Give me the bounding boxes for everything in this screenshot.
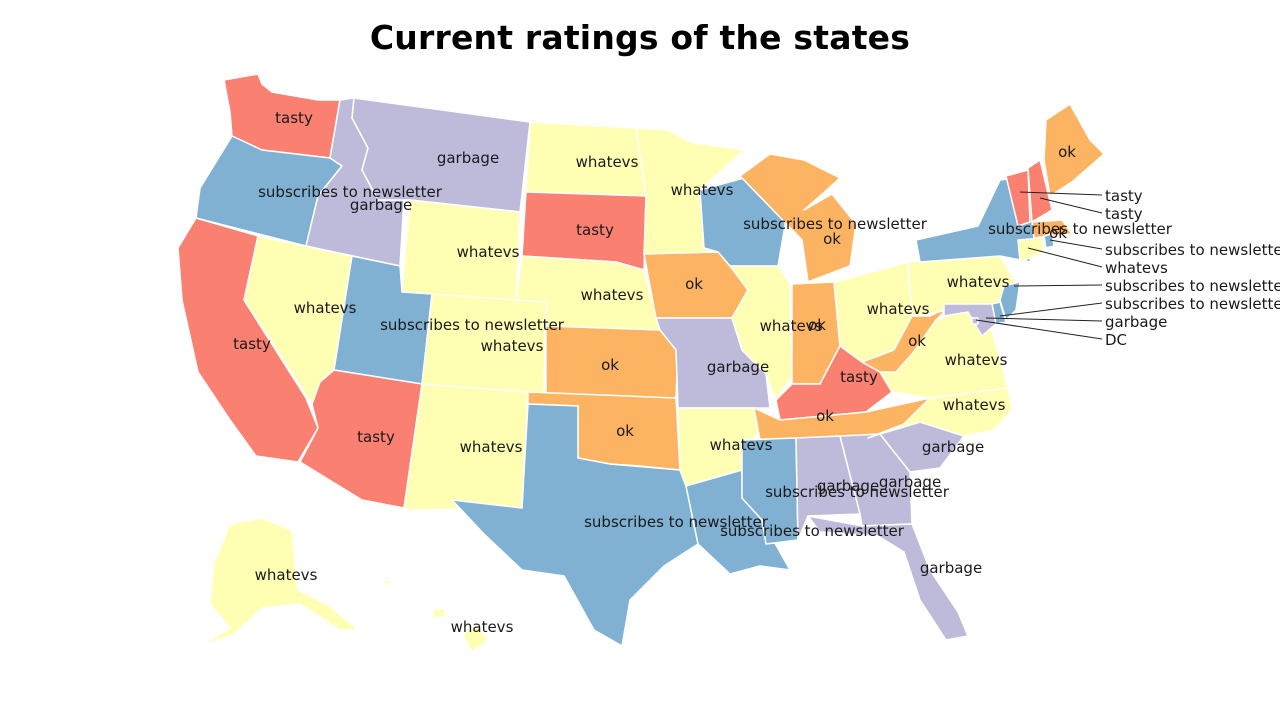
label-OH: whatevs (867, 300, 930, 318)
label-OK: ok (616, 422, 634, 440)
state-MI (739, 153, 857, 283)
map-title: Current ratings of the states (369, 18, 911, 57)
label-WI: subscribes to newsletter (743, 215, 928, 233)
state-NH (1027, 159, 1053, 223)
label-PA: whatevs (947, 273, 1010, 291)
state-HI (383, 579, 489, 653)
label-WV: ok (908, 332, 926, 350)
callout-labels: tasty tasty subscribes to newsletter wha… (1105, 187, 1280, 349)
state-AK (197, 517, 359, 649)
label-NV: whatevs (294, 299, 357, 317)
callout-NJ: subscribes to newsletter (1105, 277, 1280, 295)
state-NC (867, 387, 1013, 439)
label-NE: whatevs (581, 286, 644, 304)
label-WA: tasty (275, 109, 313, 127)
label-UT: subscribes to newsletter (380, 316, 565, 334)
state-labels-layer: tasty subscribes to newsletter tasty gar… (233, 109, 1173, 636)
label-MA: ok (1049, 224, 1067, 242)
label-GA: garbage (879, 473, 941, 491)
state-DC (971, 317, 979, 325)
callout-DC: DC (1105, 331, 1127, 349)
label-MI: ok (823, 230, 841, 248)
label-CA: tasty (233, 335, 271, 353)
label-FL: garbage (920, 559, 982, 577)
label-SD: tasty (576, 221, 614, 239)
label-MS: subscribes to newsletter (765, 483, 950, 501)
callout-CT: whatevs (1105, 259, 1168, 277)
state-WV (861, 305, 951, 373)
state-MD (943, 303, 997, 337)
label-ID: garbage (350, 196, 412, 214)
label-VA: whatevs (945, 351, 1008, 369)
label-AZ: tasty (357, 428, 395, 446)
state-AL (795, 435, 861, 541)
state-MT (351, 97, 531, 213)
callout-leader-lines (975, 191, 1103, 340)
state-ME (1043, 103, 1105, 197)
label-KS: ok (601, 356, 619, 374)
label-NM: whatevs (460, 438, 523, 456)
label-AR: whatevs (710, 436, 773, 454)
label-TN: ok (816, 407, 834, 425)
label-OR: subscribes to newsletter (258, 183, 443, 201)
label-NY: subscribes to newsletter (988, 220, 1173, 238)
state-VT (1005, 169, 1031, 227)
label-WY: whatevs (457, 243, 520, 261)
label-IA: ok (685, 275, 703, 293)
label-ND: whatevs (576, 153, 639, 171)
callout-MD: garbage (1105, 313, 1167, 331)
label-AL: garbage (817, 477, 879, 495)
label-SC: garbage (922, 438, 984, 456)
state-IL (729, 265, 793, 401)
label-KY: tasty (840, 368, 878, 386)
callout-DE: subscribes to newsletter (1105, 295, 1280, 313)
label-LA: subscribes to newsletter (720, 522, 905, 540)
label-MN: whatevs (671, 181, 734, 199)
state-TX (451, 403, 699, 647)
label-IN: ok (808, 316, 826, 334)
label-MO: garbage (707, 358, 769, 376)
label-HI: whatevs (451, 618, 514, 636)
label-NC: whatevs (943, 396, 1006, 414)
state-FL (807, 515, 969, 641)
callout-VT: tasty (1105, 187, 1143, 205)
label-TX: subscribes to newsletter (584, 513, 769, 531)
label-CO: whatevs (481, 337, 544, 355)
label-ME: ok (1058, 143, 1076, 161)
label-IL: whatevs (760, 317, 823, 335)
state-MA (1031, 219, 1073, 239)
callout-NH: tasty (1105, 205, 1143, 223)
label-MT: garbage (437, 149, 499, 167)
states-layer (177, 73, 1105, 653)
state-RI (1043, 233, 1055, 249)
label-AK: whatevs (255, 566, 318, 584)
callout-RI: subscribes to newsletter (1105, 241, 1280, 259)
